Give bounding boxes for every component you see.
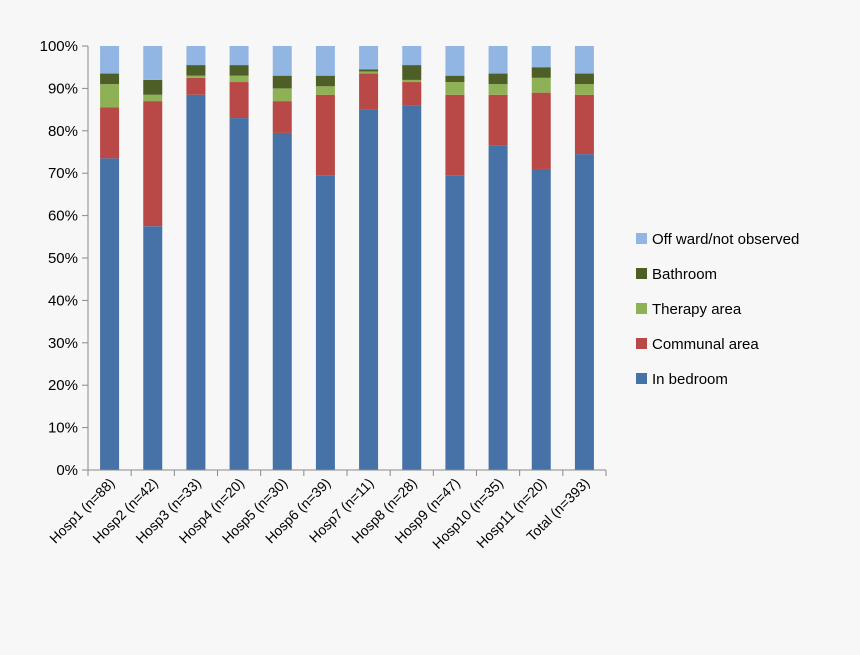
bar-segment-therapy-area-3 bbox=[186, 75, 206, 78]
bar-segment-off-ward-not-observed-9 bbox=[445, 46, 465, 76]
bar-segment-in-bedroom-8 bbox=[402, 105, 422, 471]
y-tick-label: 10% bbox=[48, 420, 78, 437]
bar-segment-therapy-area-2 bbox=[143, 94, 163, 102]
bar-segment-in-bedroom-5 bbox=[272, 132, 292, 471]
y-tick-label: 30% bbox=[48, 335, 78, 352]
bar-segment-off-ward-not-observed-10 bbox=[488, 46, 508, 74]
bar-segment-therapy-area-1 bbox=[100, 84, 120, 108]
bar-segment-in-bedroom-1 bbox=[100, 158, 120, 471]
bar-segment-in-bedroom-9 bbox=[445, 175, 465, 470]
bar-segment-communal-area-5 bbox=[272, 101, 292, 133]
legend-item-bathroom: Bathroom bbox=[636, 266, 717, 283]
legend-item-off-ward-not-observed: Off ward/not observed bbox=[636, 231, 799, 248]
y-tick-label: 40% bbox=[48, 292, 78, 309]
bar-segment-in-bedroom-6 bbox=[315, 175, 335, 470]
legend-swatch bbox=[636, 268, 647, 279]
bar-segment-therapy-area-10 bbox=[488, 84, 508, 95]
bar-segment-bathroom-7 bbox=[359, 69, 379, 72]
legend-label: Therapy area bbox=[652, 301, 742, 318]
bar-segment-in-bedroom-4 bbox=[229, 118, 249, 470]
bar-segment-off-ward-not-observed-4 bbox=[229, 46, 249, 66]
bar-segment-bathroom-3 bbox=[186, 65, 206, 76]
bar-segment-communal-area-6 bbox=[315, 94, 335, 176]
bar-segment-in-bedroom-2 bbox=[143, 226, 163, 470]
bar-segment-therapy-area-12 bbox=[574, 84, 594, 95]
bar-segment-bathroom-10 bbox=[488, 73, 508, 85]
legend-label: In bedroom bbox=[652, 371, 728, 388]
legend-item-communal-area: Communal area bbox=[636, 336, 759, 353]
bar-segment-communal-area-8 bbox=[402, 82, 422, 106]
bar-segment-communal-area-9 bbox=[445, 94, 465, 176]
legend: Off ward/not observed Bathroom Therapy are… bbox=[636, 231, 799, 388]
bar-segment-in-bedroom-11 bbox=[531, 168, 551, 470]
bar-segment-therapy-area-11 bbox=[531, 77, 551, 93]
legend-swatch bbox=[636, 373, 647, 384]
bar-segment-communal-area-3 bbox=[186, 77, 206, 95]
bar-segment-communal-area-12 bbox=[574, 94, 594, 155]
bar-segment-off-ward-not-observed-3 bbox=[186, 46, 206, 66]
y-tick-label: 60% bbox=[48, 208, 78, 225]
bar-segment-bathroom-11 bbox=[531, 67, 551, 78]
bar-segment-off-ward-not-observed-6 bbox=[315, 46, 335, 76]
y-tick-label: 50% bbox=[48, 250, 78, 267]
bar-segment-off-ward-not-observed-1 bbox=[100, 46, 120, 74]
legend-label: Bathroom bbox=[652, 266, 717, 283]
bar-segment-communal-area-1 bbox=[100, 107, 120, 159]
bar-segment-therapy-area-4 bbox=[229, 75, 249, 83]
y-tick-label: 90% bbox=[48, 80, 78, 97]
y-tick-label: 20% bbox=[48, 377, 78, 394]
y-tick-label: 70% bbox=[48, 165, 78, 182]
bar-segment-therapy-area-8 bbox=[402, 79, 422, 83]
y-tick-label: 100% bbox=[40, 38, 78, 55]
bar-segment-therapy-area-6 bbox=[315, 86, 335, 95]
bar-segment-in-bedroom-12 bbox=[574, 154, 594, 470]
bar-segment-communal-area-7 bbox=[359, 73, 379, 110]
bar-segment-bathroom-12 bbox=[574, 73, 594, 85]
bar-segment-in-bedroom-7 bbox=[359, 109, 379, 470]
bar-segment-off-ward-not-observed-12 bbox=[574, 46, 594, 74]
bar-segment-bathroom-5 bbox=[272, 75, 292, 89]
bar-segment-bathroom-9 bbox=[445, 75, 465, 83]
bar-segment-off-ward-not-observed-2 bbox=[143, 46, 163, 80]
bar-segment-off-ward-not-observed-7 bbox=[359, 46, 379, 70]
bar-segment-therapy-area-7 bbox=[359, 71, 379, 74]
y-tick-label: 80% bbox=[48, 123, 78, 140]
bar-segment-bathroom-1 bbox=[100, 73, 120, 85]
y-tick-label: 0% bbox=[56, 462, 78, 479]
bar-segment-therapy-area-5 bbox=[272, 88, 292, 102]
bar-segment-off-ward-not-observed-8 bbox=[402, 46, 422, 66]
legend-item-therapy-area: Therapy area bbox=[636, 301, 742, 318]
legend-label: Communal area bbox=[652, 336, 759, 353]
bar-segment-communal-area-4 bbox=[229, 82, 249, 119]
bar-segment-communal-area-2 bbox=[143, 101, 163, 227]
bars-layer bbox=[100, 46, 594, 471]
bar-segment-bathroom-2 bbox=[143, 79, 163, 95]
bar-segment-in-bedroom-10 bbox=[488, 145, 508, 470]
bar-segment-therapy-area-9 bbox=[445, 82, 465, 95]
bar-segment-communal-area-10 bbox=[488, 94, 508, 146]
bar-segment-in-bedroom-3 bbox=[186, 94, 206, 470]
legend-item-in-bedroom: In bedroom bbox=[636, 371, 728, 388]
legend-swatch bbox=[636, 303, 647, 314]
bar-segment-bathroom-4 bbox=[229, 65, 249, 76]
bar-segment-off-ward-not-observed-11 bbox=[531, 46, 551, 68]
legend-label: Off ward/not observed bbox=[652, 231, 799, 248]
bar-segment-communal-area-11 bbox=[531, 92, 551, 169]
legend-swatch bbox=[636, 338, 647, 349]
bar-segment-bathroom-8 bbox=[402, 65, 422, 80]
legend-swatch bbox=[636, 233, 647, 244]
bar-segment-off-ward-not-observed-5 bbox=[272, 46, 292, 76]
bar-segment-bathroom-6 bbox=[315, 75, 335, 87]
